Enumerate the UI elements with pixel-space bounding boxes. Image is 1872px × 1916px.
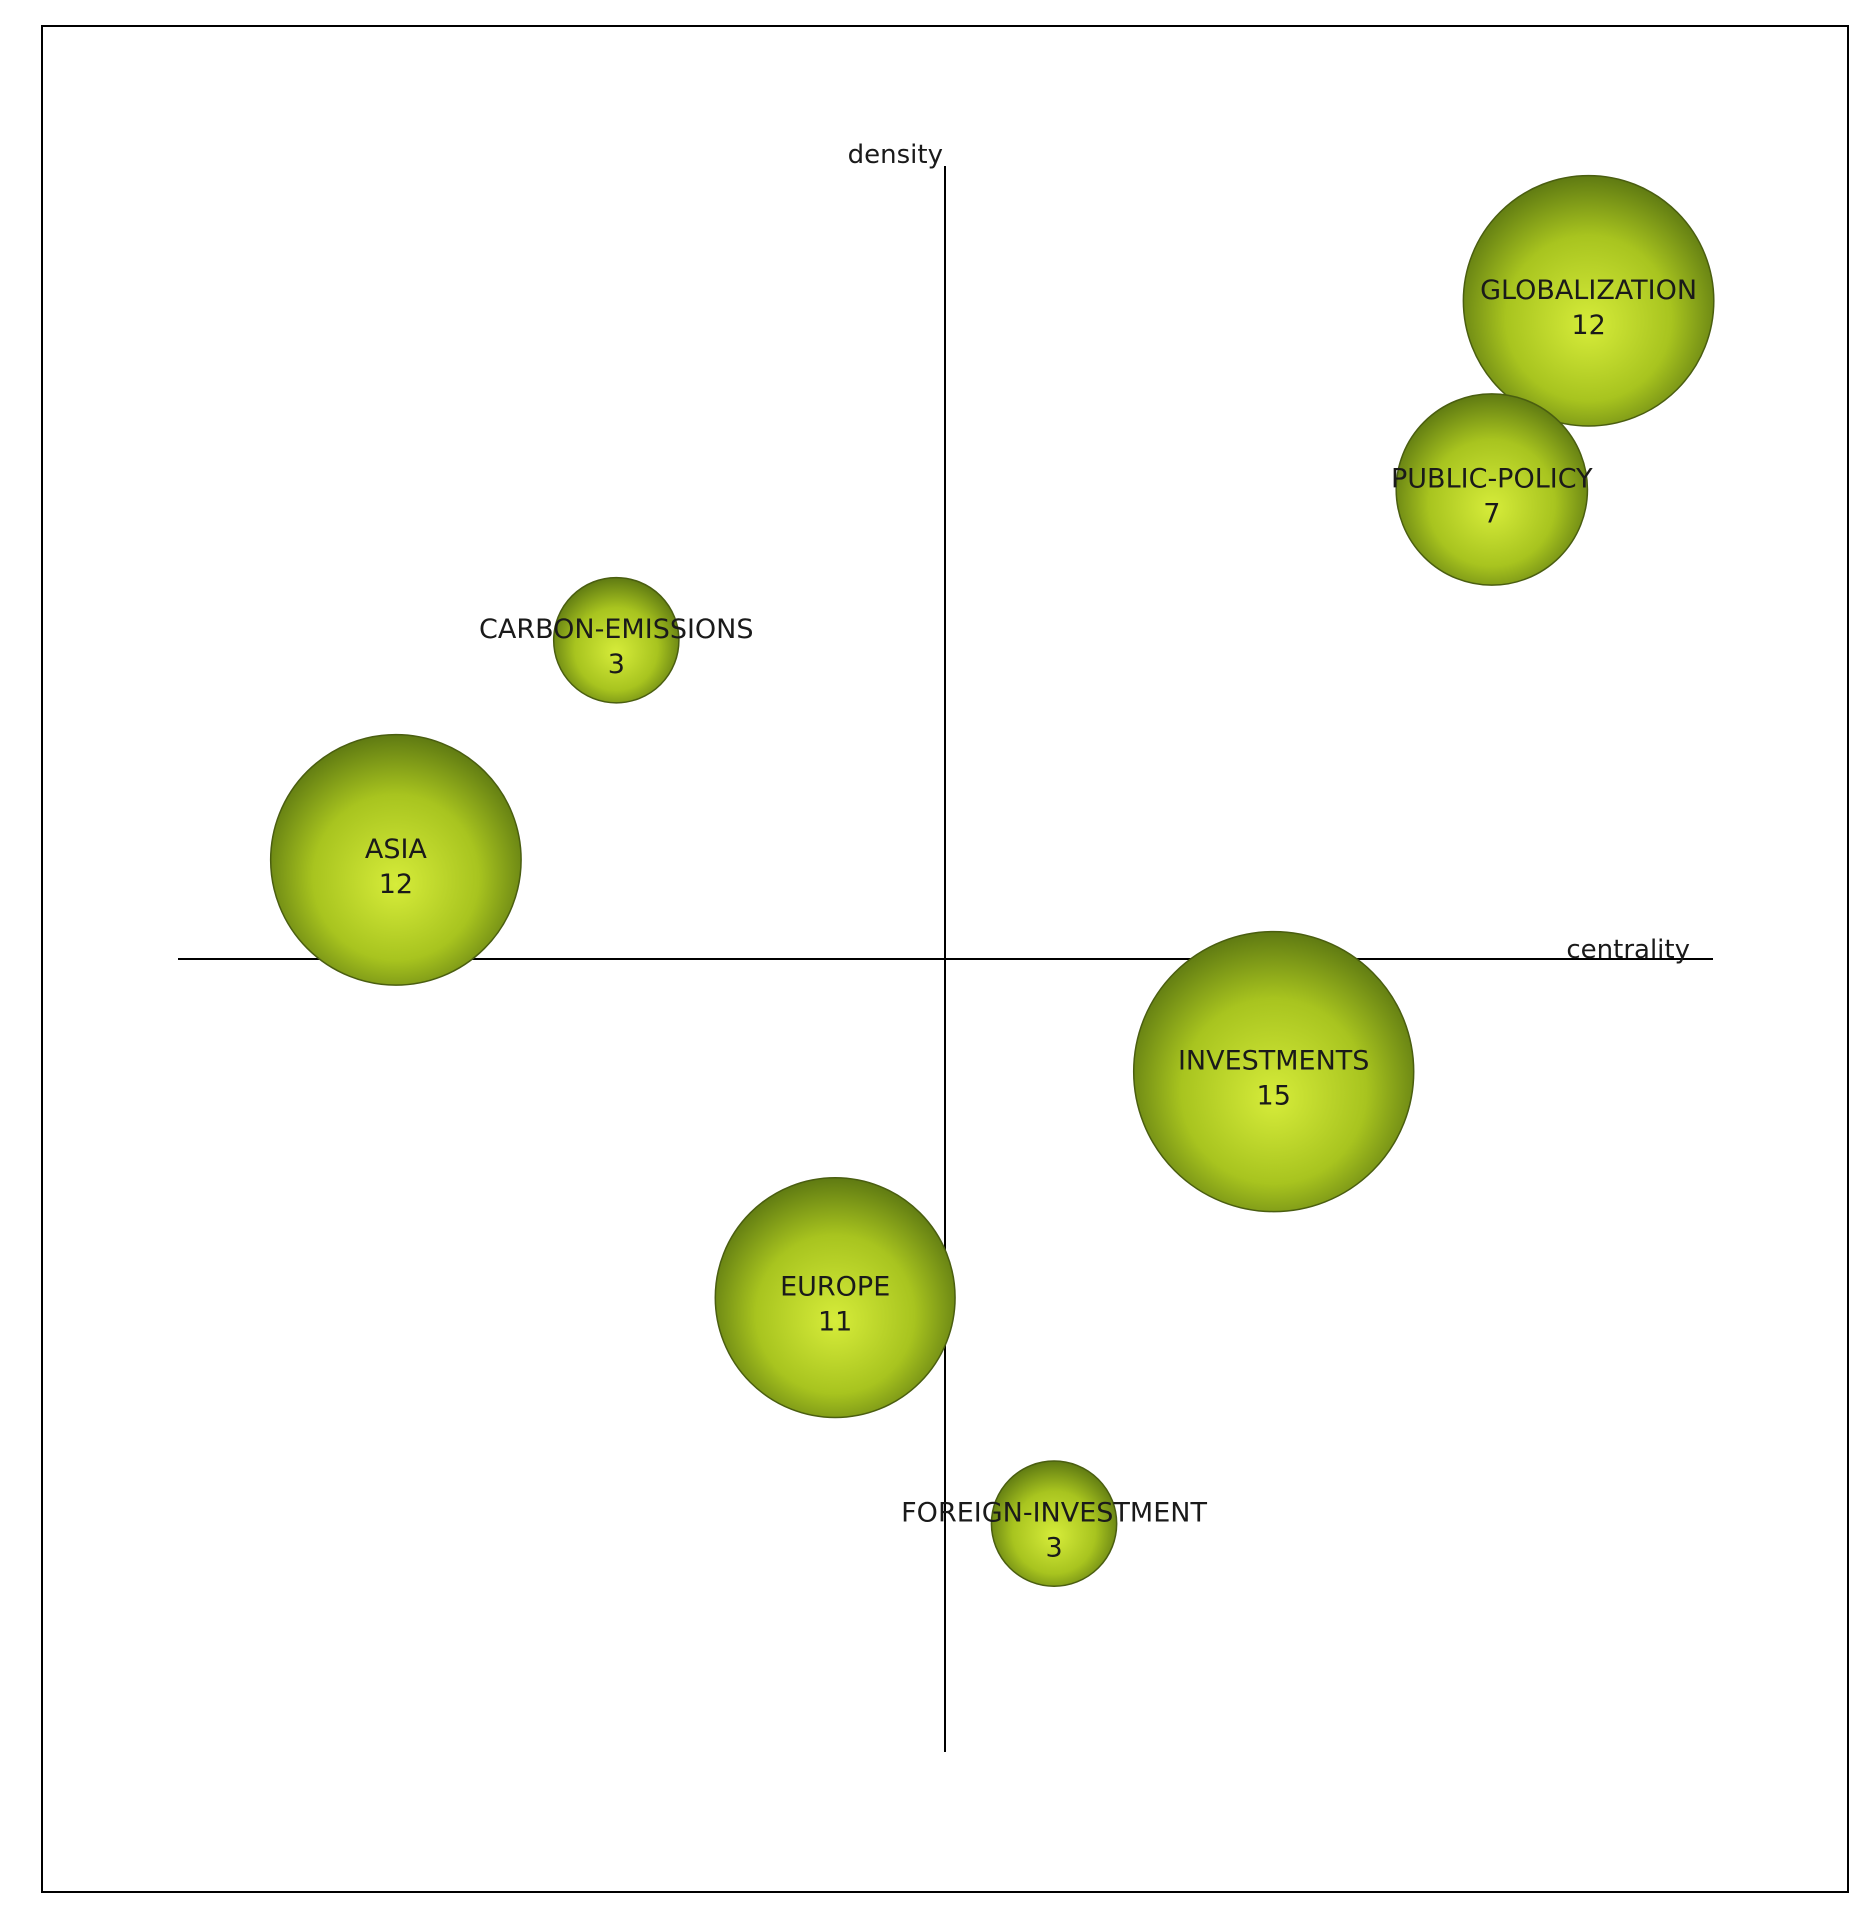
bubble-label-europe: EUROPE bbox=[780, 1272, 890, 1303]
y-axis-title: density bbox=[848, 140, 943, 170]
bubble-value-europe: 11 bbox=[818, 1307, 852, 1338]
bubble-value-foreign-investment: 3 bbox=[1045, 1533, 1062, 1564]
bubble-value-public-policy: 7 bbox=[1483, 499, 1500, 530]
bubble-europe[interactable] bbox=[714, 1176, 956, 1419]
bubbles-group: GLOBALIZATION 12 PUBLIC-POLICY 7 CARBON-EMIS… bbox=[269, 174, 1715, 1587]
bubble-label-foreign-investment: FOREIGN-INVESTMENT bbox=[901, 1498, 1207, 1529]
bubble-public-policy[interactable] bbox=[1395, 393, 1589, 586]
bubble-asia[interactable] bbox=[269, 733, 522, 986]
bubble-value-globalization: 12 bbox=[1571, 310, 1605, 341]
bubble-carbon-emissions[interactable] bbox=[552, 576, 680, 704]
bubble-label-investments: INVESTMENTS bbox=[1178, 1046, 1370, 1077]
bubble-foreign-investment[interactable] bbox=[990, 1460, 1118, 1587]
bubble-value-investments: 15 bbox=[1257, 1081, 1291, 1112]
bubble-globalization[interactable] bbox=[1462, 174, 1715, 427]
bubble-value-carbon-emissions: 3 bbox=[608, 649, 625, 680]
bubble-label-globalization: GLOBALIZATION bbox=[1480, 275, 1697, 306]
bubble-investments[interactable] bbox=[1132, 930, 1415, 1213]
x-axis-title: centrality bbox=[1566, 935, 1690, 965]
bubble-label-asia: ASIA bbox=[365, 834, 428, 865]
bubble-label-public-policy: PUBLIC-POLICY bbox=[1391, 464, 1593, 495]
bubble-label-carbon-emissions: CARBON-EMISSIONS bbox=[479, 614, 753, 645]
bubble-value-asia: 12 bbox=[379, 869, 413, 900]
